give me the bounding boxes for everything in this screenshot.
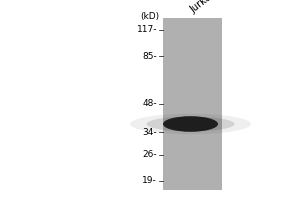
Text: Jurkat: Jurkat <box>188 0 217 15</box>
Text: (kD): (kD) <box>140 12 159 21</box>
Ellipse shape <box>163 116 218 132</box>
Text: 48-: 48- <box>142 99 157 108</box>
Bar <box>163 18 222 190</box>
Ellipse shape <box>146 117 235 131</box>
Text: 117-: 117- <box>136 25 157 34</box>
Ellipse shape <box>130 114 251 134</box>
Text: 34-: 34- <box>142 128 157 137</box>
Text: 85-: 85- <box>142 52 157 61</box>
Text: 19-: 19- <box>142 176 157 185</box>
Text: 26-: 26- <box>142 150 157 159</box>
